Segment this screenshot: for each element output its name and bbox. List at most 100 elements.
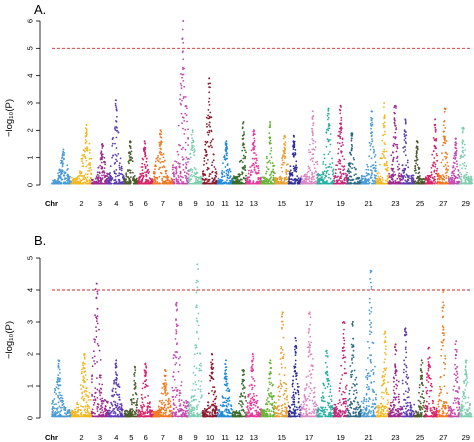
snp-point — [441, 178, 444, 181]
snp-point — [108, 182, 111, 185]
snp-point — [452, 172, 455, 175]
snp-point — [338, 158, 341, 161]
snp-point — [74, 182, 77, 185]
snp-point — [61, 169, 63, 171]
snp-point — [413, 169, 416, 172]
snp-point — [195, 177, 197, 180]
snp-point — [257, 172, 260, 174]
snp-point — [100, 405, 102, 407]
snp-peak-point — [129, 140, 132, 143]
snp-point — [110, 415, 113, 418]
snp-point — [344, 172, 347, 175]
snp-point — [156, 156, 159, 159]
snp-point — [103, 182, 106, 185]
snp-point — [214, 168, 217, 171]
snp-point — [371, 164, 374, 167]
snp-point — [92, 350, 95, 353]
snp-point — [113, 170, 116, 173]
snp-point — [81, 165, 84, 168]
snp-point — [172, 182, 175, 185]
snp-point — [437, 172, 439, 175]
snp-point — [332, 169, 335, 171]
snp-point — [321, 171, 324, 174]
snp-point — [94, 399, 97, 402]
snp-point — [98, 175, 100, 177]
snp-point — [66, 182, 69, 185]
snp-point — [68, 182, 71, 185]
snp-point — [253, 164, 255, 166]
chromosome-points-8 — [171, 20, 190, 185]
snp-point — [408, 182, 411, 185]
snp-point — [388, 172, 390, 175]
snp-point — [292, 152, 295, 155]
snp-point — [341, 155, 344, 158]
snp-point — [256, 172, 258, 175]
snp-point — [207, 100, 210, 103]
snp-point — [188, 170, 191, 173]
snp-peak-point — [143, 140, 146, 143]
snp-point — [314, 141, 317, 143]
snp-point — [459, 164, 461, 167]
snp-point — [183, 182, 186, 185]
snp-point — [204, 140, 207, 143]
snp-point — [85, 390, 88, 393]
snp-point — [145, 179, 147, 181]
snp-point — [101, 158, 103, 161]
snp-point — [340, 123, 342, 126]
snp-point — [390, 174, 393, 177]
snp-point — [101, 415, 104, 418]
snp-point — [274, 179, 277, 182]
snp-point — [312, 124, 314, 127]
snp-point — [155, 182, 157, 185]
snp-point — [286, 178, 289, 181]
snp-point — [225, 169, 228, 172]
snp-point — [403, 171, 405, 174]
snp-point — [119, 399, 121, 401]
snp-point — [392, 151, 394, 154]
snp-point — [101, 153, 104, 156]
snp-point — [69, 180, 72, 183]
snp-point — [342, 144, 344, 146]
chromosome-points-29 — [458, 126, 473, 185]
snp-point — [82, 176, 85, 178]
snp-point — [327, 112, 330, 115]
snp-point — [182, 58, 185, 61]
snp-point — [405, 134, 408, 137]
snp-point — [371, 131, 373, 134]
snp-point — [82, 162, 84, 165]
snp-point — [104, 415, 106, 418]
snp-point — [113, 393, 116, 396]
snp-point — [392, 136, 395, 138]
snp-point — [204, 148, 206, 151]
snp-point — [86, 180, 89, 183]
snp-point — [262, 179, 265, 182]
snp-point — [53, 391, 56, 394]
snp-point — [436, 167, 439, 170]
snp-point — [302, 180, 305, 182]
chromosome-points-2 — [70, 353, 93, 418]
snp-point — [434, 163, 437, 166]
snp-point — [161, 177, 164, 180]
snp-point — [95, 177, 98, 179]
snp-point — [125, 172, 128, 175]
snp-point — [76, 415, 78, 418]
snp-point — [99, 392, 101, 394]
snp-point — [163, 180, 166, 183]
snp-point — [371, 182, 373, 185]
snp-point — [98, 389, 101, 392]
snp-point — [313, 175, 315, 178]
snp-point — [96, 171, 99, 174]
snp-point — [94, 314, 96, 317]
snp-point — [84, 150, 86, 153]
snp-point — [182, 41, 185, 44]
snp-point — [315, 170, 317, 173]
snp-point — [211, 181, 214, 183]
snp-point — [253, 133, 256, 136]
snp-point — [268, 182, 271, 185]
chromosome-points-1 — [51, 359, 72, 418]
snp-point — [463, 162, 466, 164]
snp-point — [93, 355, 96, 358]
snp-point — [242, 142, 245, 145]
snp-point — [184, 96, 187, 98]
snp-peak-point — [159, 129, 162, 132]
